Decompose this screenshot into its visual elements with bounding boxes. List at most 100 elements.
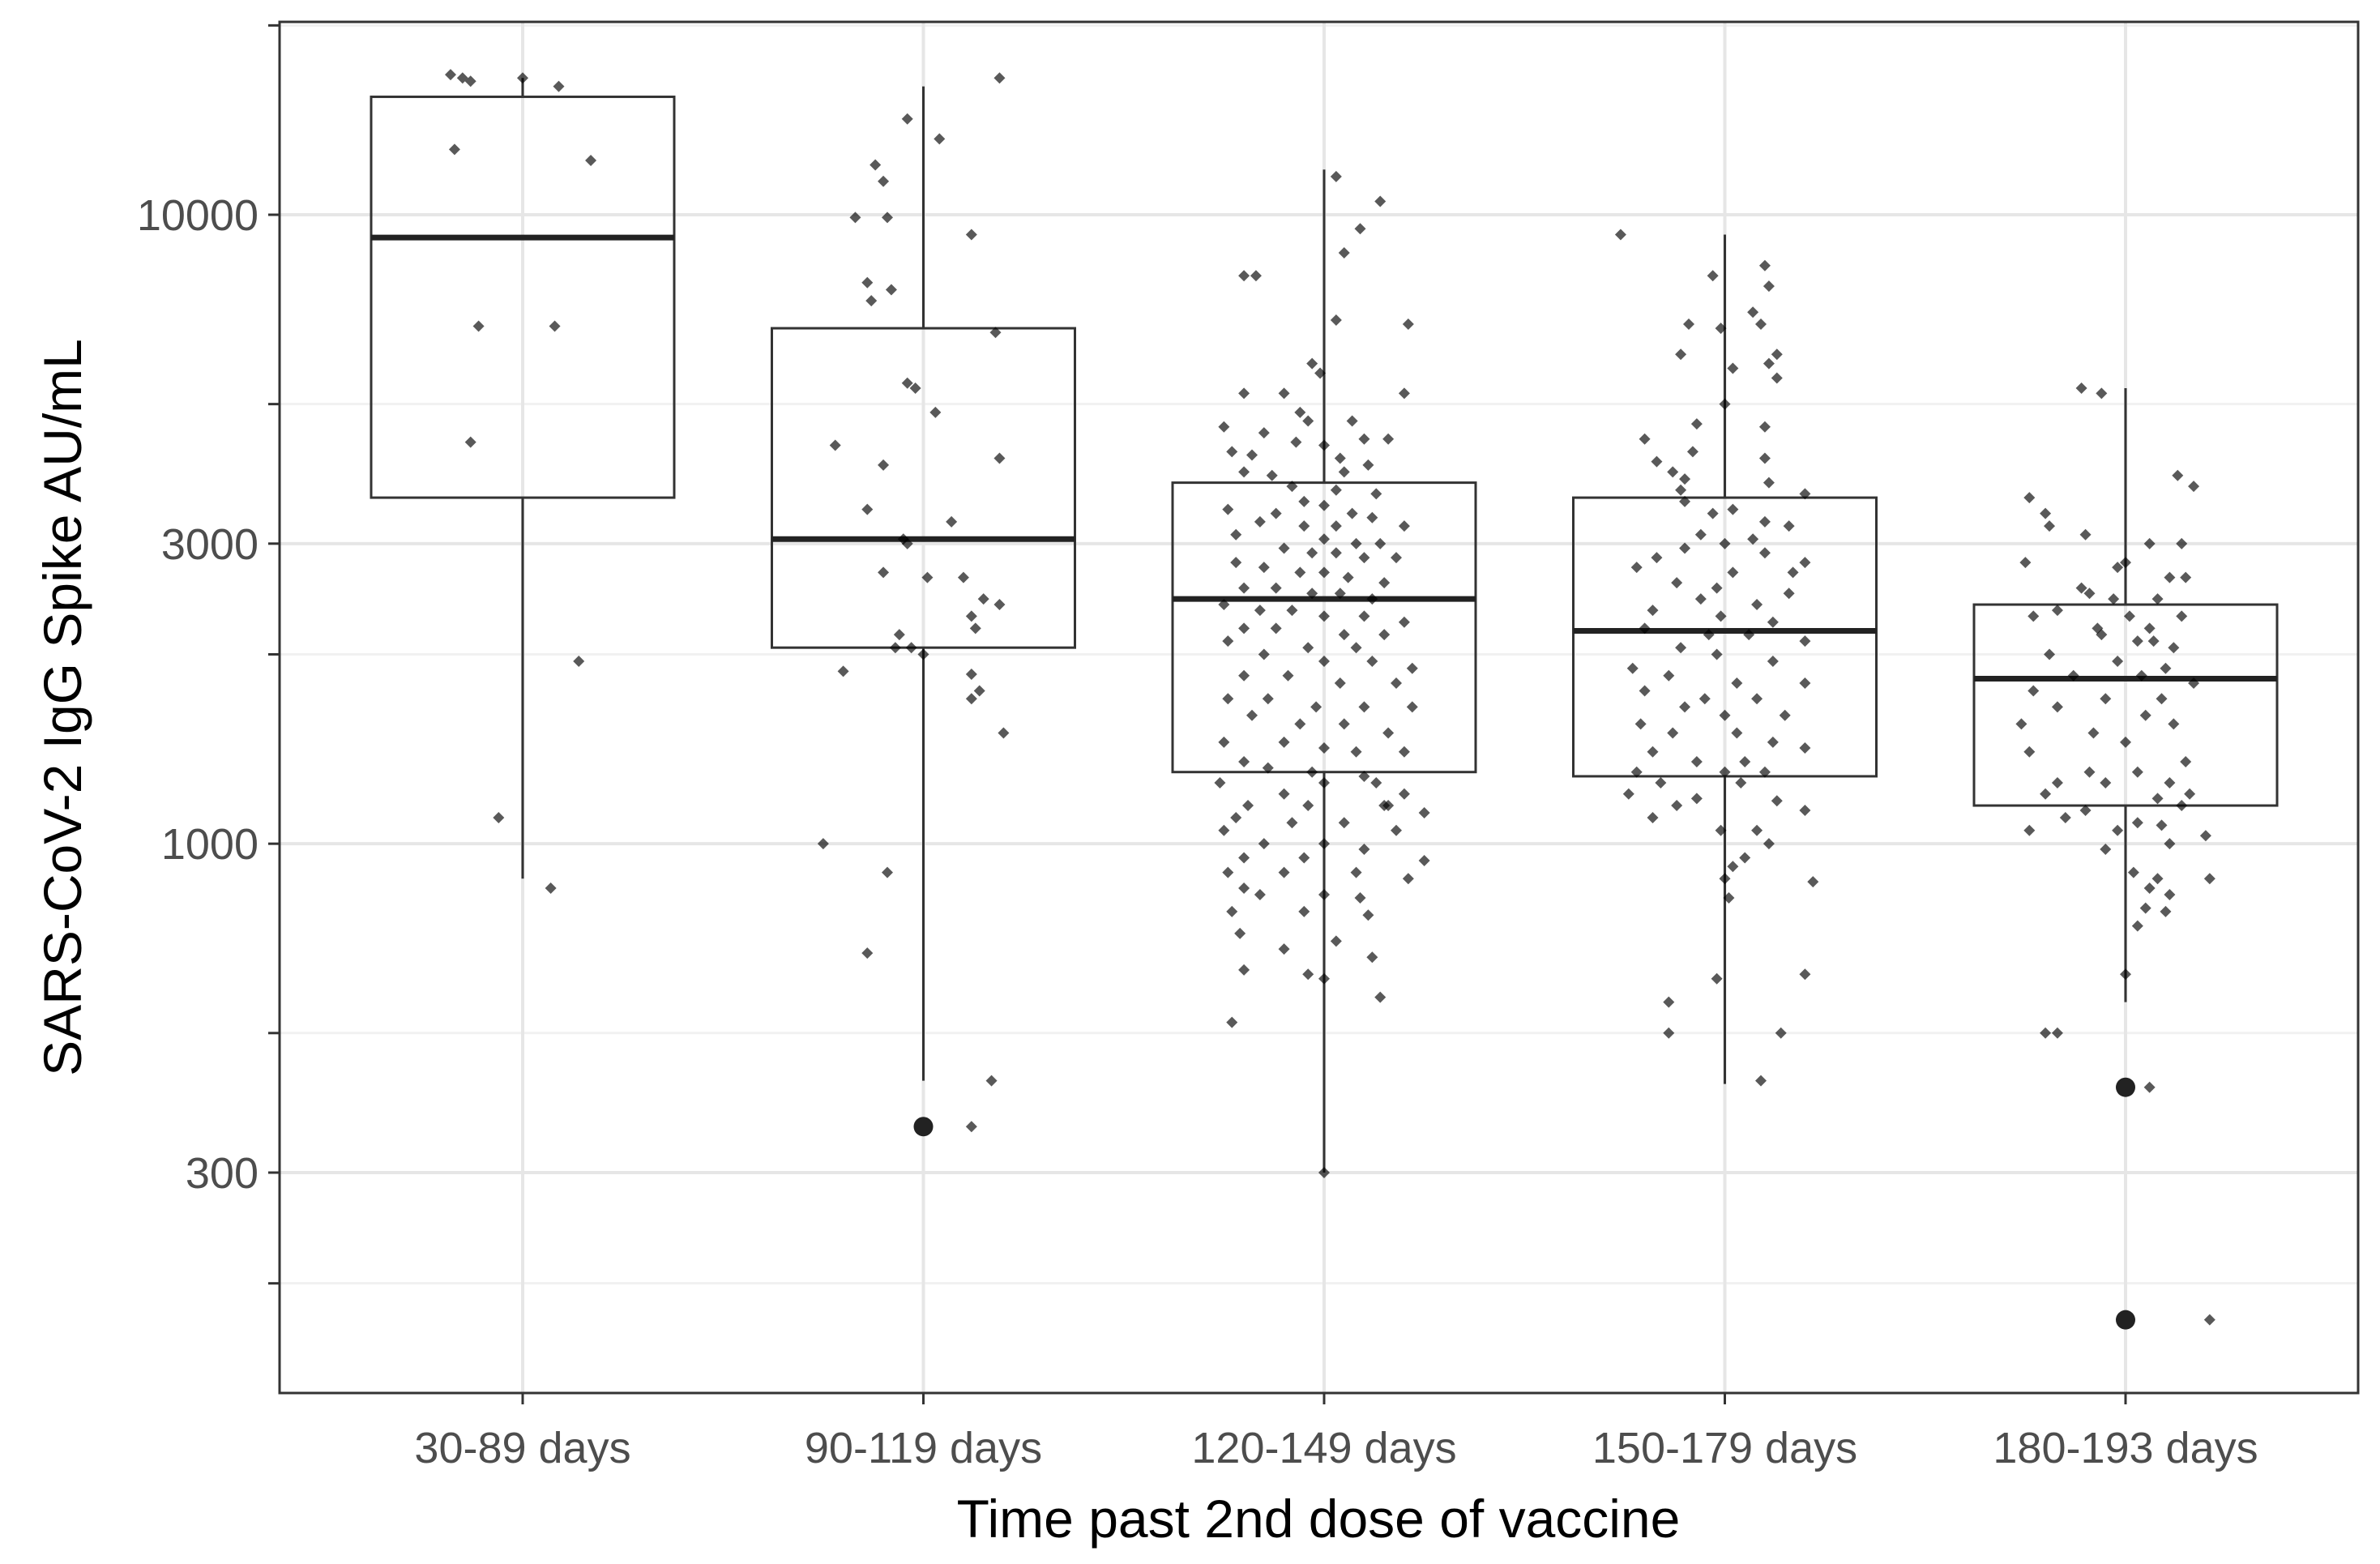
x-tick-label: 150-179 days xyxy=(1592,1424,1857,1472)
outlier-point xyxy=(913,1117,934,1137)
jitter-point xyxy=(1398,616,1410,628)
jitter-point xyxy=(878,459,890,471)
jitter-point xyxy=(517,72,528,84)
jitter-point xyxy=(1318,741,1330,754)
jitter-point xyxy=(1286,605,1298,617)
jitter-point xyxy=(2164,838,2176,850)
jitter-point xyxy=(1779,709,1791,721)
jitter-point xyxy=(1254,888,1266,900)
jitter-point xyxy=(1651,455,1663,468)
jitter-point xyxy=(549,320,561,332)
jitter-point xyxy=(1418,806,1430,818)
jitter-point xyxy=(1727,362,1739,374)
jitter-point xyxy=(2168,718,2180,730)
jitter-point xyxy=(2023,824,2036,836)
y-tick-label: 10000 xyxy=(137,191,259,240)
jitter-point xyxy=(2164,888,2176,900)
jitter-point xyxy=(1727,566,1739,579)
jitter-point xyxy=(1278,736,1290,748)
jitter-point xyxy=(1667,466,1679,478)
jitter-point xyxy=(817,838,829,850)
jitter-point xyxy=(901,113,913,125)
jitter-point xyxy=(957,571,969,583)
jitter-point xyxy=(2087,727,2100,739)
jitter-point xyxy=(1370,488,1382,500)
jitter-point xyxy=(1715,610,1727,622)
jitter-point xyxy=(1747,533,1759,545)
jitter-point xyxy=(1338,718,1350,730)
jitter-point xyxy=(1406,701,1418,713)
jitter-point xyxy=(1246,449,1258,461)
jitter-point xyxy=(1663,669,1675,682)
jitter-point xyxy=(2164,571,2176,583)
jitter-point xyxy=(1358,433,1370,445)
jitter-point xyxy=(1711,648,1723,660)
jitter-point xyxy=(1362,909,1374,921)
jitter-point xyxy=(1234,927,1246,939)
jitter-point xyxy=(1298,852,1310,864)
jitter-point xyxy=(989,327,1002,339)
jitter-point xyxy=(1767,736,1779,748)
jitter-point xyxy=(1310,701,1322,713)
jitter-point xyxy=(1639,433,1651,445)
jitter-point xyxy=(1707,270,1719,282)
jitter-point xyxy=(1254,605,1266,617)
jitter-point xyxy=(1378,577,1391,589)
jitter-point xyxy=(1262,762,1274,774)
jitter-point xyxy=(1747,306,1759,318)
jitter-point xyxy=(1374,991,1387,1003)
jitter-point xyxy=(1242,800,1254,812)
jitter-point xyxy=(2143,622,2156,635)
jitter-point xyxy=(1230,557,1242,569)
jitter-point xyxy=(2079,528,2092,541)
jitter-point xyxy=(2160,905,2172,917)
jitter-point xyxy=(2040,1027,2052,1039)
jitter-point xyxy=(2040,507,2052,519)
jitter-point xyxy=(2143,882,2156,894)
jitter-point xyxy=(1799,741,1811,754)
jitter-point xyxy=(1258,427,1270,439)
jitter-point xyxy=(1258,562,1270,574)
jitter-point xyxy=(965,693,977,705)
jitter-point xyxy=(1667,727,1679,739)
jitter-point xyxy=(2172,469,2184,481)
jitter-point xyxy=(1758,515,1771,528)
jitter-point xyxy=(1663,1027,1675,1039)
jitter-point xyxy=(1330,935,1342,947)
jitter-point xyxy=(456,72,468,84)
jitter-point xyxy=(1366,511,1378,523)
jitter-point xyxy=(1682,318,1694,330)
jitter-point xyxy=(2040,788,2052,800)
box-iqr xyxy=(370,95,676,499)
jitter-point xyxy=(2151,793,2164,805)
jitter-point xyxy=(1346,507,1358,519)
jitter-point xyxy=(1398,520,1410,532)
jitter-point xyxy=(2203,873,2215,885)
jitter-point xyxy=(2015,718,2027,730)
jitter-point xyxy=(1226,1016,1238,1028)
jitter-point xyxy=(2051,1027,2063,1039)
jitter-point xyxy=(2188,481,2200,493)
jitter-point xyxy=(1270,507,1282,519)
jitter-point xyxy=(1771,348,1783,361)
jitter-point xyxy=(1758,259,1771,271)
jitter-point xyxy=(1763,280,1775,293)
jitter-point xyxy=(1719,537,1731,549)
jitter-point xyxy=(1314,367,1327,379)
jitter-point xyxy=(464,75,476,88)
jitter-point xyxy=(1366,656,1378,668)
jitter-point xyxy=(1655,776,1667,788)
x-tick-label: 90-119 days xyxy=(805,1424,1042,1472)
jitter-point xyxy=(1258,648,1270,660)
jitter-point xyxy=(878,175,890,187)
jitter-point xyxy=(2067,669,2079,682)
point-layer xyxy=(444,69,2215,1326)
jitter-point xyxy=(1318,656,1330,668)
jitter-point xyxy=(1366,951,1378,964)
plot-panel-border xyxy=(278,20,2360,1395)
jitter-point xyxy=(1278,387,1290,400)
jitter-point xyxy=(1763,476,1775,489)
jitter-point xyxy=(2059,812,2071,824)
jitter-point xyxy=(1302,800,1314,812)
jitter-point xyxy=(917,648,929,660)
